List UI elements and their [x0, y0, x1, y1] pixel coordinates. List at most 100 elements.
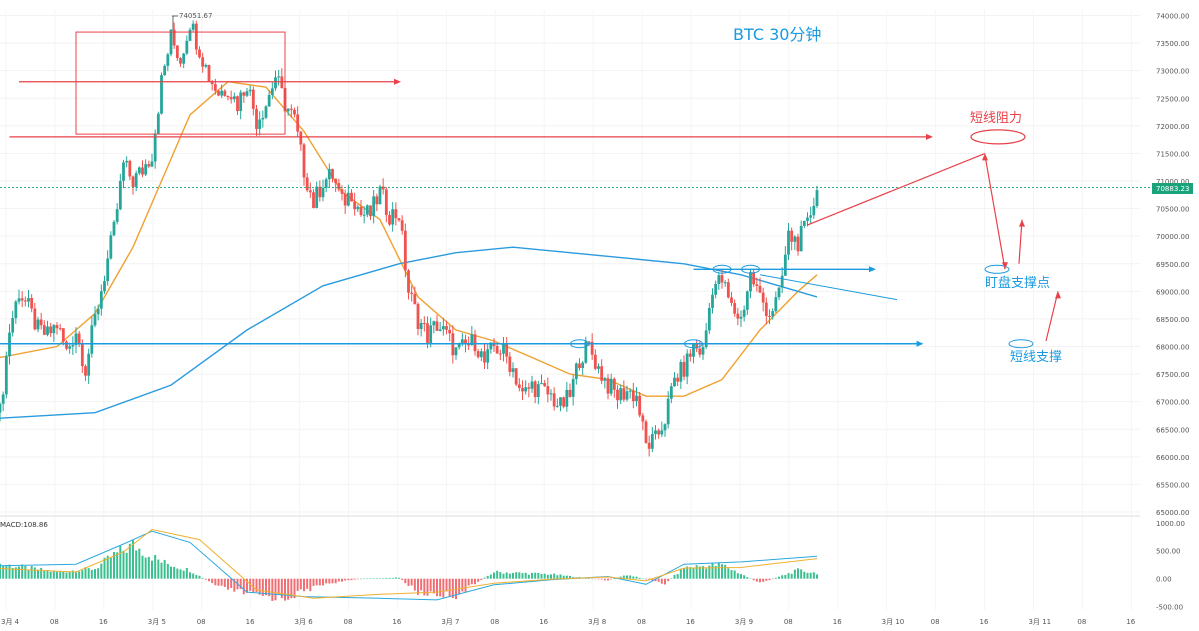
macd-bar	[239, 578, 242, 589]
candle-body	[372, 196, 376, 217]
candle-body	[384, 189, 388, 216]
macd-bar	[151, 560, 153, 579]
candle-body	[711, 294, 714, 308]
candle-body	[210, 81, 214, 85]
x-tick-label: 16	[539, 618, 548, 626]
candle-body	[169, 29, 173, 55]
candle-body	[726, 282, 730, 298]
candle-body	[261, 117, 265, 120]
resistance-ellipse	[970, 129, 1026, 145]
candle-body	[628, 390, 632, 392]
macd-bar	[24, 565, 27, 579]
ma-line	[0, 80, 818, 397]
macd-bar	[271, 578, 274, 601]
macd-bar	[113, 552, 115, 579]
macd-bar	[749, 578, 752, 580]
candle-body	[502, 343, 505, 354]
candle-body	[163, 65, 167, 76]
candle-body	[416, 303, 420, 330]
candle-body	[457, 343, 461, 348]
candle-body	[464, 339, 467, 345]
macd-bar	[119, 546, 122, 579]
candle-body	[568, 389, 572, 397]
macd-bar	[793, 569, 796, 579]
current-price-tag	[1152, 183, 1193, 194]
macd-bar	[290, 578, 293, 599]
candle-body	[647, 442, 651, 449]
candle-body	[685, 353, 689, 377]
macd-bar	[458, 578, 461, 595]
x-tick-label: 08	[1077, 618, 1086, 626]
candle-body	[419, 323, 423, 330]
candle-body	[448, 329, 452, 334]
candle-body	[745, 291, 749, 310]
macd-bar	[122, 550, 125, 579]
candle-body	[286, 108, 290, 112]
candle-body	[761, 292, 765, 303]
macd-bar	[752, 578, 755, 581]
support-ellipse	[1008, 339, 1034, 349]
macd-bar	[217, 578, 220, 586]
macd-bar	[689, 567, 692, 579]
candle-body	[270, 88, 274, 95]
candle-body	[245, 91, 249, 96]
macd-bar	[610, 578, 613, 580]
macd-bar	[470, 578, 473, 585]
candle-body	[350, 192, 353, 202]
candle-body	[802, 220, 806, 226]
candle-body	[812, 205, 816, 216]
macd-bar	[774, 577, 777, 579]
arrow-head	[869, 266, 876, 273]
candle-body	[106, 258, 110, 282]
candle-body	[581, 362, 585, 368]
candle-body	[356, 206, 360, 210]
macd-bar	[277, 578, 280, 595]
macd-bar	[40, 567, 43, 579]
macd-bar	[812, 572, 815, 579]
candle-body	[565, 389, 569, 407]
macd-bar	[299, 578, 302, 590]
current-price-label: 70883.23	[1156, 185, 1189, 193]
candle-body	[36, 319, 40, 330]
candle-body	[80, 342, 84, 367]
candle-body	[267, 94, 271, 107]
candle-body	[489, 342, 493, 350]
candle-body	[343, 193, 347, 206]
macd-bar	[645, 578, 647, 580]
candle-body	[8, 332, 11, 357]
macd-bar	[423, 578, 426, 596]
macd-bar	[189, 572, 191, 579]
macd-bar	[778, 576, 780, 579]
candle-body	[578, 363, 581, 368]
candle-body	[131, 176, 135, 187]
macd-bar	[265, 578, 267, 596]
candle-body	[359, 206, 363, 216]
candle-body	[400, 220, 404, 231]
macd-bar	[784, 574, 787, 579]
candle-body	[90, 325, 94, 354]
candle-body	[296, 114, 300, 132]
macd-bar	[154, 555, 157, 579]
macd-bar	[87, 568, 90, 579]
candle-body	[593, 354, 597, 369]
macd-bar	[223, 578, 226, 587]
candle-body	[597, 366, 600, 369]
macd-bar	[208, 578, 210, 582]
candle-body	[701, 347, 705, 355]
macd-bar	[407, 578, 410, 587]
x-tick-label: 08	[784, 618, 793, 626]
candle-body	[160, 75, 163, 114]
candle-body	[220, 90, 224, 96]
chart-title: BTC 30分钟	[733, 25, 821, 44]
macd-bar	[176, 568, 179, 579]
macd-bar	[724, 564, 727, 579]
candle-body	[58, 328, 62, 330]
candle-body	[55, 325, 59, 329]
x-tick-label: 3月 6	[295, 618, 314, 626]
candle-body	[574, 363, 578, 380]
macd-bar	[569, 575, 571, 579]
macd-bar	[429, 578, 432, 592]
candle-body	[388, 215, 391, 225]
candle-body	[236, 96, 239, 112]
macd-bar	[242, 578, 245, 595]
